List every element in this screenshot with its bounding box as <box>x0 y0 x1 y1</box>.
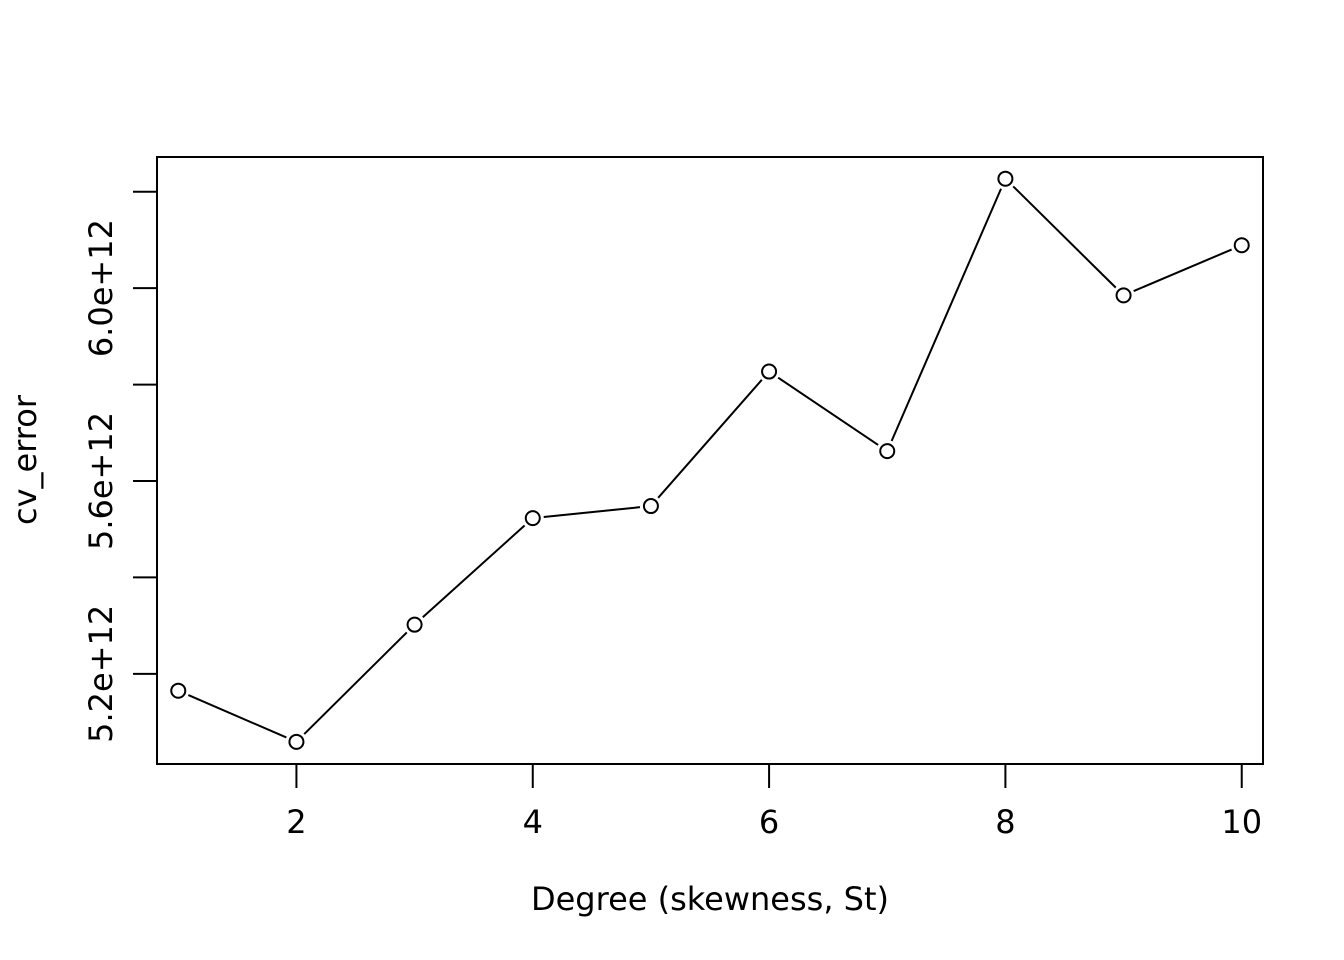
data-point <box>642 498 659 515</box>
series-line-segment <box>777 376 879 446</box>
x-tick-label: 8 <box>995 803 1015 841</box>
series-line-segment <box>1012 185 1117 289</box>
series-line-segment <box>422 524 526 619</box>
series-line-segment <box>303 631 408 735</box>
series-line-segment <box>1133 248 1232 292</box>
x-tick-label: 6 <box>759 803 779 841</box>
series-line-segment <box>543 506 641 518</box>
series-line-segment <box>187 694 287 739</box>
series-line-segment <box>657 379 763 499</box>
data-point <box>1233 237 1250 254</box>
data-series <box>170 170 1250 750</box>
x-tick-label: 2 <box>286 803 306 841</box>
y-axis-title: cv_error <box>6 394 44 525</box>
x-tick-label: 10 <box>1221 803 1262 841</box>
data-point <box>288 733 305 750</box>
x-tick-label: 4 <box>523 803 543 841</box>
data-point <box>406 616 423 633</box>
series-line-segment <box>890 188 1002 442</box>
y-axis: 5.2e+12 5.6e+12 6.0e+12 <box>82 190 158 743</box>
data-point <box>1115 287 1132 304</box>
data-point <box>524 510 541 527</box>
plot-area-frame <box>156 156 1264 765</box>
x-axis-title: Degree (skewness, St) <box>531 880 889 918</box>
y-tick-label: 5.2e+12 <box>82 605 120 743</box>
y-tick-label: 5.6e+12 <box>82 412 120 550</box>
data-point <box>997 170 1014 187</box>
x-axis: 2 4 6 8 10 <box>286 763 1262 841</box>
data-point <box>761 363 778 380</box>
data-point <box>879 443 896 460</box>
y-tick-label: 6.0e+12 <box>82 219 120 357</box>
data-point <box>170 682 187 699</box>
